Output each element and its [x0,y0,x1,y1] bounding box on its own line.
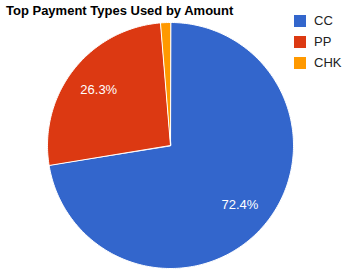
html-text:Top Payment Types Used by Amou: Top Payment Types Used by Amount [6,3,234,18]
svg-text:26.3%: 26.3% [80,82,117,97]
svg-text:72.4%: 72.4% [221,197,258,212]
html-text:PP: PP [314,34,332,49]
html-text:CC: CC [314,13,333,28]
html-text:CHK: CHK [314,55,342,70]
